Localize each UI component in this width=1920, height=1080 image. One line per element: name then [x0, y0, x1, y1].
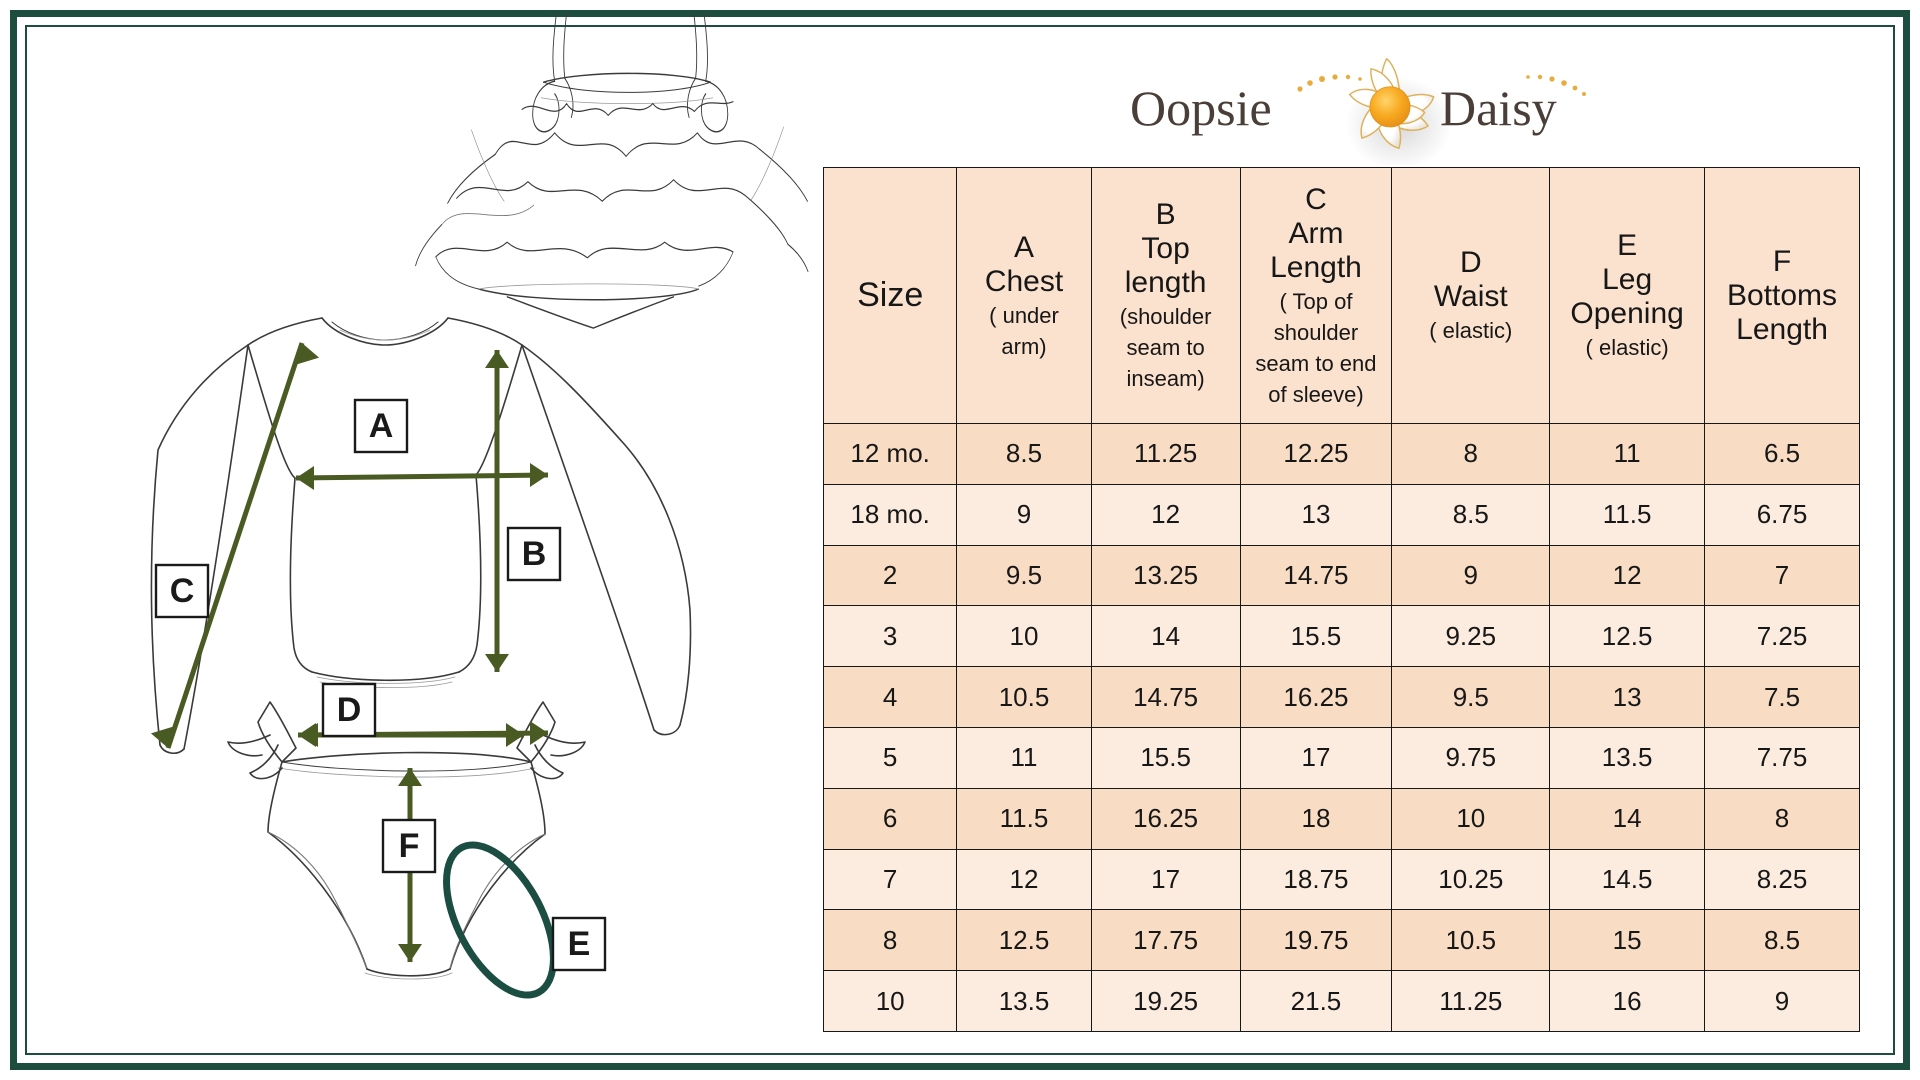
- svg-text:F: F: [399, 827, 420, 865]
- svg-text:C: C: [170, 572, 195, 610]
- svg-text:B: B: [522, 535, 547, 573]
- svg-text:E: E: [568, 925, 591, 963]
- svg-text:Daisy: Daisy: [1440, 80, 1557, 136]
- svg-text:A: A: [369, 407, 394, 445]
- svg-text:Oopsie: Oopsie: [1130, 80, 1272, 136]
- svg-text:D: D: [337, 691, 362, 729]
